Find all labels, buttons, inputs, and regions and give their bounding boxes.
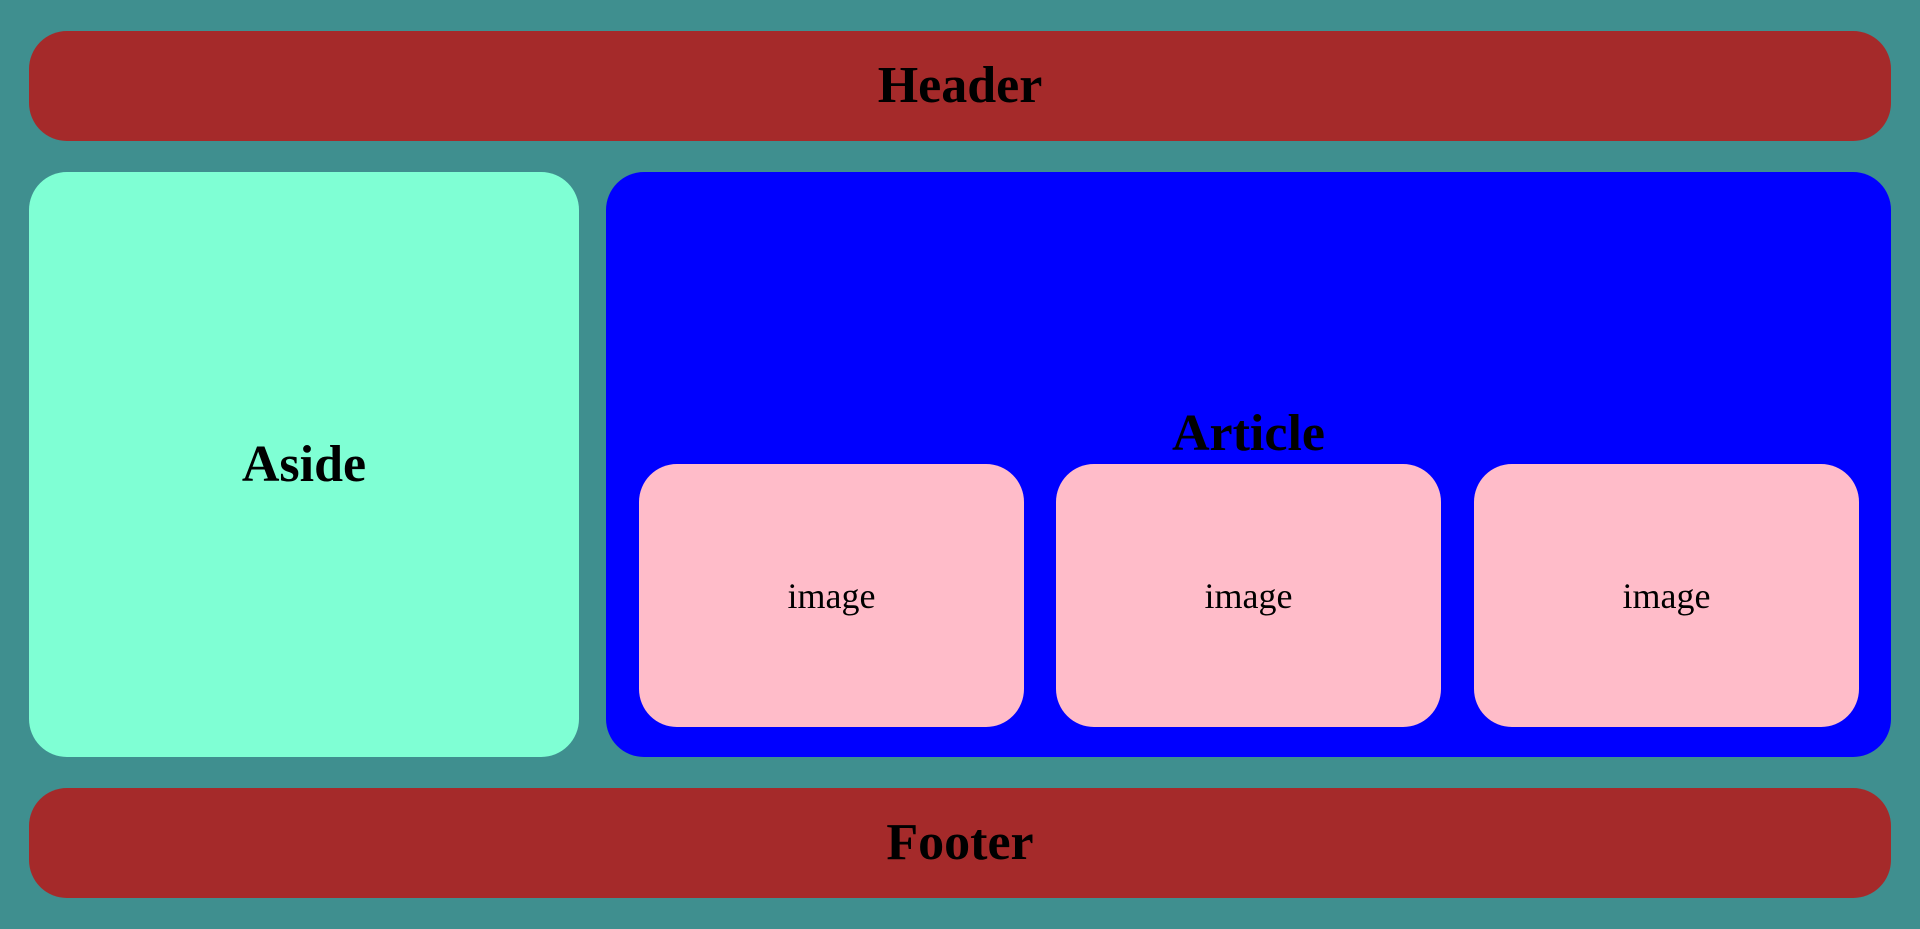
image-placeholder-2: image <box>1056 464 1441 727</box>
article-section: Article image image image <box>606 172 1891 757</box>
image-label: image <box>787 575 876 616</box>
aside-label: Aside <box>241 435 367 493</box>
image-label: image <box>1204 575 1293 616</box>
image-placeholder-1: image <box>639 464 1024 727</box>
footer-label: Footer <box>886 814 1034 871</box>
header-label: Header <box>877 57 1043 114</box>
article-title: Article <box>1171 405 1325 462</box>
image-placeholder-3: image <box>1474 464 1859 727</box>
image-label: image <box>1622 575 1711 616</box>
page-footer: Footer <box>29 788 1891 898</box>
page-header: Header <box>29 31 1891 141</box>
sidebar-aside: Aside <box>29 172 579 757</box>
